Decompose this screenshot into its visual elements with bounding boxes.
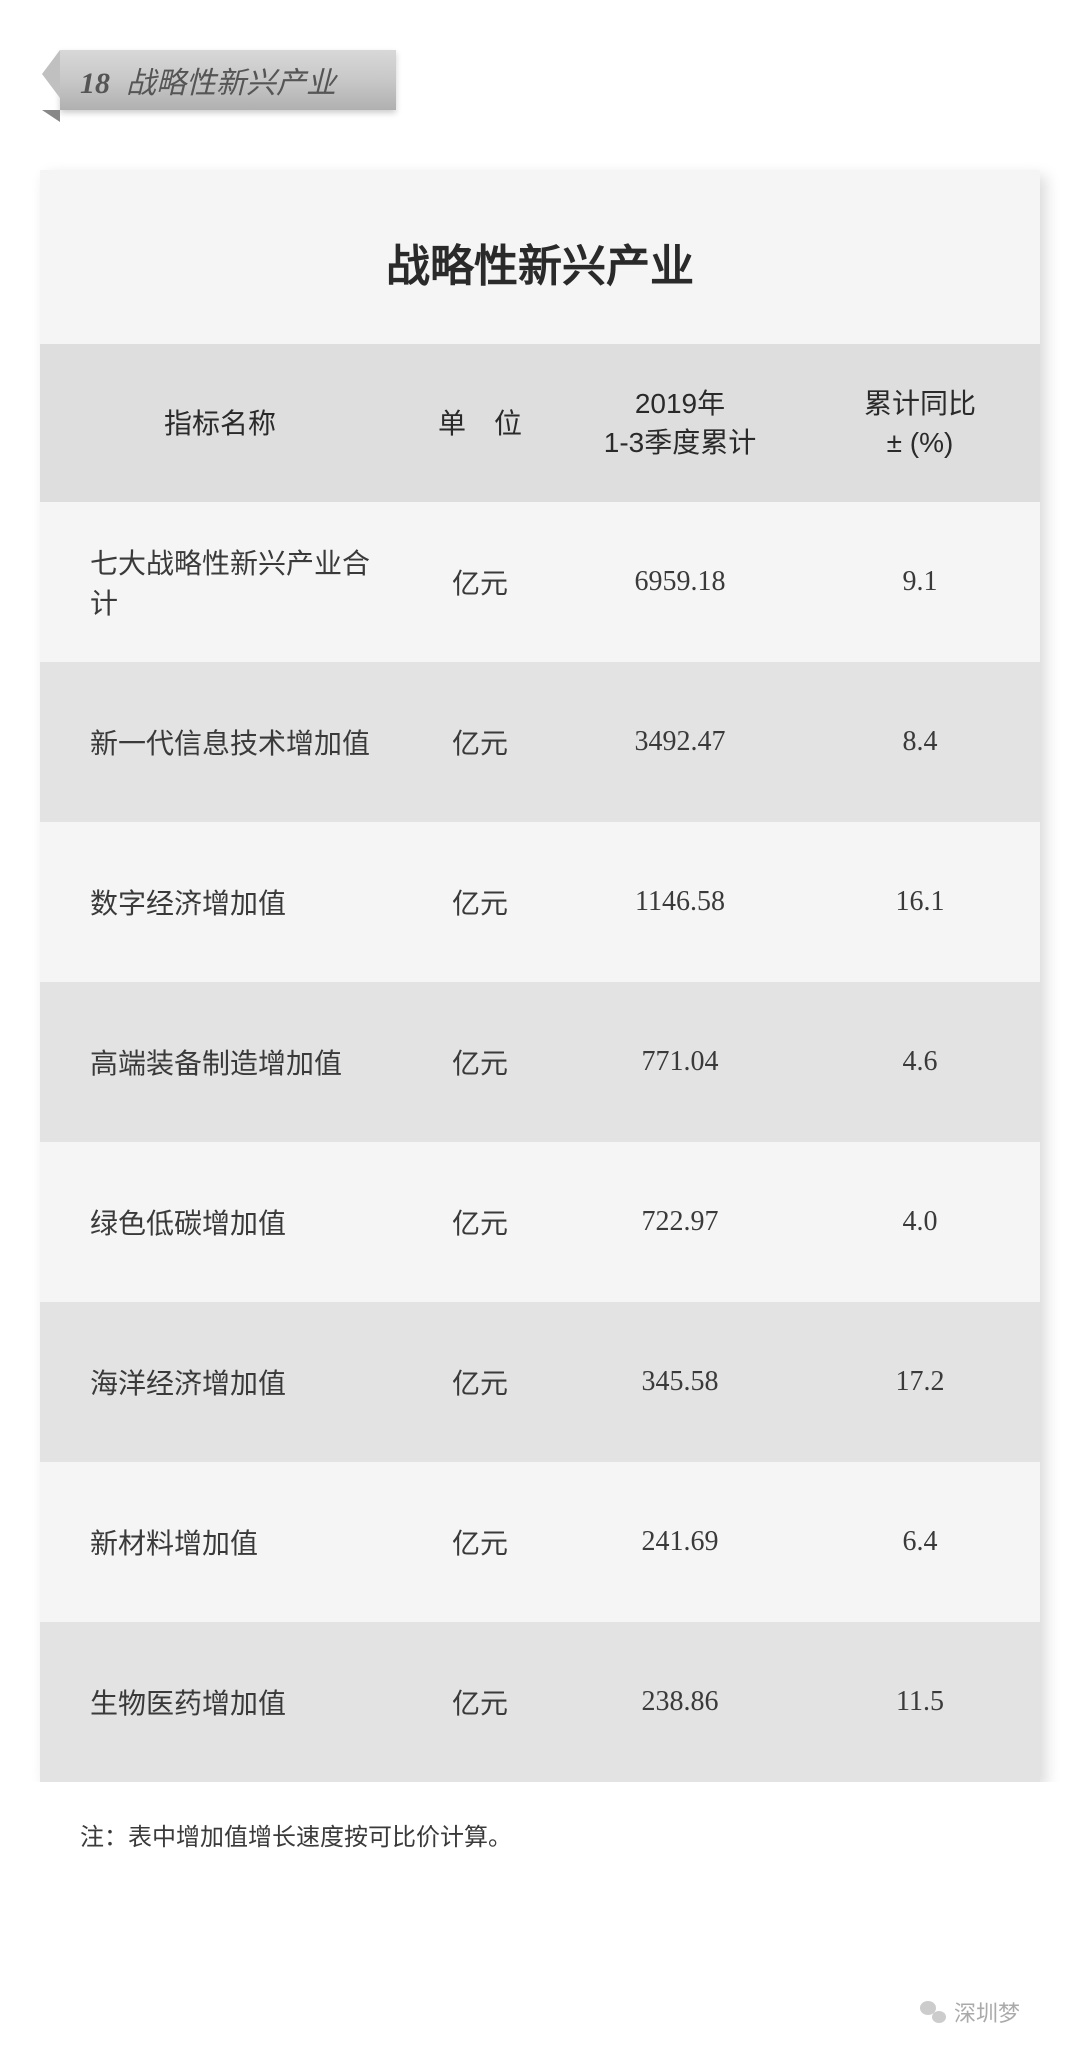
credit-text: 深圳梦 [954,1996,1020,2028]
cell-yoy: 11.5 [800,1622,1040,1782]
cell-yoy: 6.4 [800,1462,1040,1622]
data-table: 指标名称 单 位 2019年 1-3季度累计 累计同比 ± (%) 七大战略性新… [40,344,1040,1782]
cell-yoy: 16.1 [800,822,1040,982]
cell-name: 数字经济增加值 [40,822,400,982]
table-header-row: 指标名称 单 位 2019年 1-3季度累计 累计同比 ± (%) [40,344,1040,502]
cell-value: 722.97 [560,1142,800,1302]
cell-name: 绿色低碳增加值 [40,1142,400,1302]
table-body: 七大战略性新兴产业合计 亿元 6959.18 9.1 新一代信息技术增加值 亿元… [40,502,1040,1782]
footnote: 注：表中增加值增长速度按可比价计算。 [0,1782,1080,1887]
cell-unit: 亿元 [400,822,560,982]
cell-name: 海洋经济增加值 [40,1302,400,1462]
cell-name: 新材料增加值 [40,1462,400,1622]
wechat-icon [920,2001,946,2023]
cell-unit: 亿元 [400,1622,560,1782]
cell-name: 新一代信息技术增加值 [40,662,400,822]
content-card: 战略性新兴产业 指标名称 单 位 2019年 1-3季度累计 累计同比 ± (%… [40,170,1040,1782]
table-row: 高端装备制造增加值 亿元 771.04 4.6 [40,982,1040,1142]
cell-yoy: 17.2 [800,1302,1040,1462]
cell-unit: 亿元 [400,1142,560,1302]
cell-unit: 亿元 [400,502,560,662]
table-row: 新材料增加值 亿元 241.69 6.4 [40,1462,1040,1622]
page-title: 战略性新兴产业 [40,230,1040,294]
col-header-unit: 单 位 [400,344,560,502]
cell-value: 771.04 [560,982,800,1142]
col-header-name: 指标名称 [40,344,400,502]
cell-value: 241.69 [560,1462,800,1622]
cell-name: 七大战略性新兴产业合计 [40,502,400,662]
table-row: 新一代信息技术增加值 亿元 3492.47 8.4 [40,662,1040,822]
cell-unit: 亿元 [400,1462,560,1622]
table-row: 生物医药增加值 亿元 238.86 11.5 [40,1622,1040,1782]
cell-yoy: 8.4 [800,662,1040,822]
cell-yoy: 4.6 [800,982,1040,1142]
table-row: 绿色低碳增加值 亿元 722.97 4.0 [40,1142,1040,1302]
cell-unit: 亿元 [400,662,560,822]
cell-value: 3492.47 [560,662,800,822]
table-row: 海洋经济增加值 亿元 345.58 17.2 [40,1302,1040,1462]
cell-value: 238.86 [560,1622,800,1782]
header-banner: 18 战略性新兴产业 [60,50,396,110]
cell-unit: 亿元 [400,982,560,1142]
cell-unit: 亿元 [400,1302,560,1462]
cell-yoy: 4.0 [800,1142,1040,1302]
col-header-value: 2019年 1-3季度累计 [560,344,800,502]
cell-name: 高端装备制造增加值 [40,982,400,1142]
header-number: 18 [80,67,110,100]
cell-value: 345.58 [560,1302,800,1462]
table-row: 七大战略性新兴产业合计 亿元 6959.18 9.1 [40,502,1040,662]
page-header: 18 战略性新兴产业 [0,0,1080,110]
table-row: 数字经济增加值 亿元 1146.58 16.1 [40,822,1040,982]
col-header-yoy: 累计同比 ± (%) [800,344,1040,502]
header-text: 战略性新兴产业 [126,67,336,100]
cell-value: 6959.18 [560,502,800,662]
cell-yoy: 9.1 [800,502,1040,662]
cell-name: 生物医药增加值 [40,1622,400,1782]
credit: 深圳梦 [920,1996,1020,2028]
cell-value: 1146.58 [560,822,800,982]
